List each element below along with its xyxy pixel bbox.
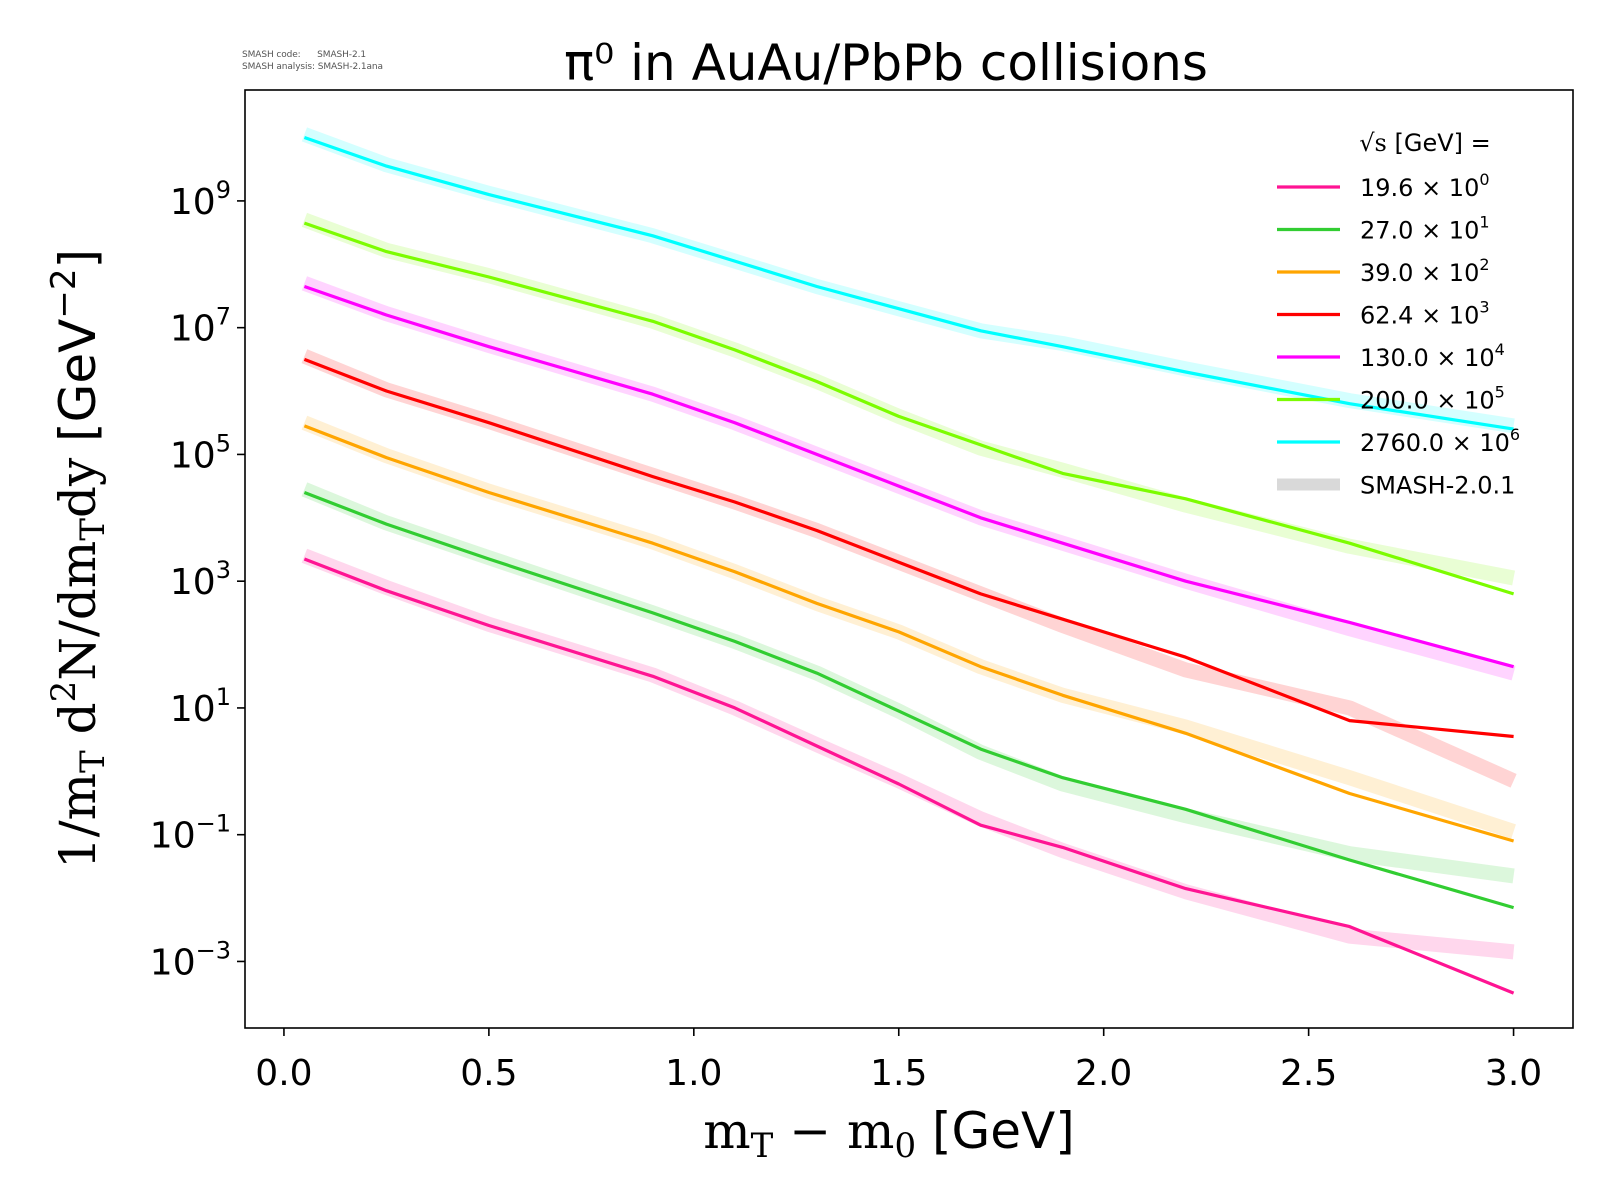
series-line-3 <box>303 357 1514 739</box>
chart-title: π⁰ in AuAu/PbPb collisions <box>564 34 1208 92</box>
series-line-1 <box>303 491 1515 910</box>
y-tick-label: 109 <box>170 176 231 223</box>
x-tick-label: 1.5 <box>870 1053 927 1094</box>
legend-label-4: 130.0 × 104 <box>1360 340 1505 372</box>
reference-band-0 <box>301 548 1515 960</box>
series-line-4 <box>303 284 1515 669</box>
y-tick-label: 105 <box>170 429 231 476</box>
y-axis-label: 1/mT d2N/dmTdy [GeV−2] <box>44 249 113 869</box>
reference-curves <box>301 127 1517 960</box>
series-line-0 <box>303 557 1515 995</box>
plot-frame <box>244 89 1574 1029</box>
x-axis-title: mT − m0 [GeV] <box>703 1102 1074 1166</box>
reference-band-4 <box>301 276 1516 681</box>
x-tick-label: 0.0 <box>255 1053 312 1094</box>
y-tick-label: 10−1 <box>150 810 231 857</box>
y-tick-label: 101 <box>170 683 231 730</box>
legend-label-6: 2760.0 × 106 <box>1360 425 1520 457</box>
x-tick-label: 1.0 <box>665 1053 722 1094</box>
series-line-2 <box>303 424 1515 843</box>
legend-label-0: 19.6 × 100 <box>1360 170 1490 202</box>
y-tick-label: 10−3 <box>150 936 231 983</box>
x-tick-label: 0.5 <box>460 1053 517 1094</box>
x-tick-label: 2.5 <box>1280 1053 1337 1094</box>
series-line-6 <box>303 135 1514 431</box>
smash-code-note: SMASH code: SMASH-2.1 <box>242 50 366 60</box>
legend-label-5: 200.0 × 105 <box>1360 383 1505 415</box>
y-axis-title: 1/mT d2N/dmTdy [GeV−2] <box>44 249 113 869</box>
legend-title: √s [GeV] = <box>1359 129 1490 157</box>
y-tick-label: 103 <box>170 556 231 603</box>
y-tick-label: 107 <box>170 303 231 350</box>
legend-label-2: 39.0 × 102 <box>1360 255 1490 287</box>
x-axis-label: mT − m0 [GeV] <box>703 1102 1074 1166</box>
legend: √s [GeV] = 19.6 × 100 27.0 × 101 39.0 × 102… <box>1277 129 1520 500</box>
x-tick-label: 3.0 <box>1485 1053 1542 1094</box>
data-series <box>303 135 1515 995</box>
series-line-5 <box>303 221 1515 596</box>
legend-label-1: 27.0 × 101 <box>1360 213 1490 245</box>
legend-label-3: 62.4 × 103 <box>1360 298 1490 330</box>
smash-analysis-note: SMASH analysis: SMASH-2.1ana <box>242 62 383 72</box>
legend-label-reference: SMASH-2.0.1 <box>1360 472 1515 500</box>
axes: 0.0 0.5 1.0 1.5 2.0 2.5 3.0 10−3 10−1 101 103 105 10… <box>150 89 1574 1094</box>
x-tick-label: 2.0 <box>1075 1053 1132 1094</box>
